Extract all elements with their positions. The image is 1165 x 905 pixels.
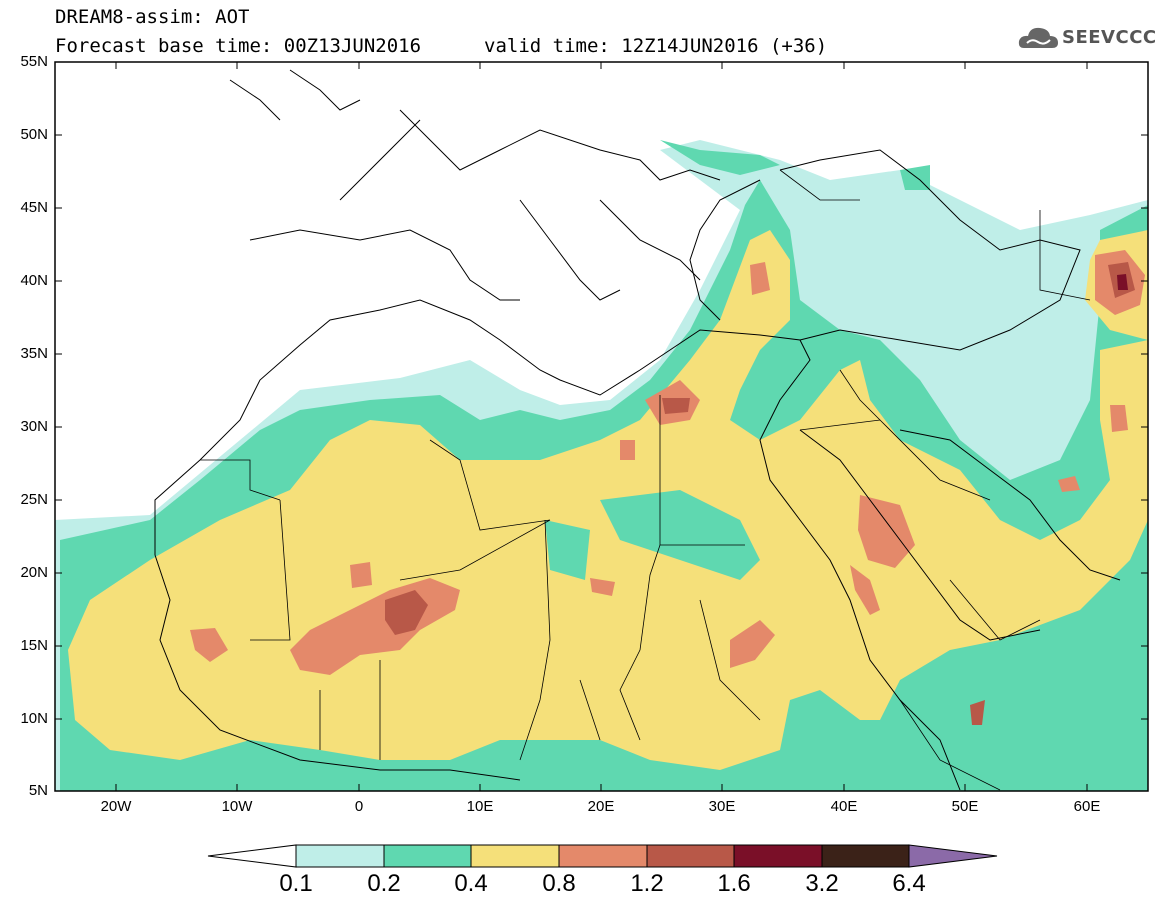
forecast-base-time: Forecast base time: 00Z13JUN2016: [55, 35, 422, 57]
lat-label: 50N: [20, 126, 48, 143]
lat-label: 55N: [20, 53, 48, 70]
aot-layer-1.6-3.2: [1117, 274, 1128, 290]
colorbar-label: 0.8: [542, 870, 576, 897]
colorbar-segment-5: [646, 844, 735, 868]
lat-label: 20N: [20, 564, 48, 581]
colorbar-segment-below: [207, 844, 297, 868]
colorbar-segment-7: [821, 844, 910, 868]
colorbar-segment-above: [908, 844, 998, 868]
lat-label: 30N: [20, 418, 48, 435]
colorbar-segment-1: [295, 844, 385, 868]
colorbar: [207, 844, 998, 868]
lon-label: 60E: [1073, 798, 1101, 815]
lat-label: 10N: [20, 710, 48, 727]
logo-text: SEEVCCC: [1062, 27, 1157, 48]
lon-label: 30E: [708, 798, 736, 815]
lat-label: 25N: [20, 491, 48, 508]
lat-label: 35N: [20, 345, 48, 362]
country-borders: [200, 169, 1091, 791]
seevccc-logo: SEEVCCC: [1018, 24, 1158, 54]
colorbar-segment-3: [470, 844, 560, 868]
colorbar-label: 0.2: [367, 870, 401, 897]
colorbar-label: 3.2: [805, 870, 839, 897]
lat-label: 15N: [20, 637, 48, 654]
colorbar-segment-2: [383, 844, 472, 868]
colorbar-label: 0.1: [279, 870, 313, 897]
lon-label: 50E: [951, 798, 979, 815]
lon-label: 20E: [587, 798, 615, 815]
lon-label: 0: [354, 798, 364, 815]
colorbar-label: 1.2: [630, 870, 664, 897]
coastlines: [154, 69, 1121, 791]
lat-label: 5N: [28, 782, 48, 799]
colorbar-label: 6.4: [892, 870, 926, 897]
colorbar-segment-4: [558, 844, 648, 868]
lon-label: 10E: [466, 798, 494, 815]
map-title: DREAM8-assim: AOT: [55, 6, 250, 28]
colorbar-segment-6: [733, 844, 823, 868]
lat-label: 45N: [20, 199, 48, 216]
colorbar-label: 0.4: [454, 870, 488, 897]
cloud-icon: [1018, 27, 1058, 48]
lon-label: 20W: [100, 798, 132, 815]
lon-label: 10W: [221, 798, 253, 815]
lon-label: 40E: [830, 798, 858, 815]
tick-marks: [55, 62, 1148, 791]
lat-label: 40N: [20, 272, 48, 289]
colorbar-label: 1.6: [717, 870, 751, 897]
valid-time: valid time: 12Z14JUN2016 (+36): [484, 35, 828, 57]
